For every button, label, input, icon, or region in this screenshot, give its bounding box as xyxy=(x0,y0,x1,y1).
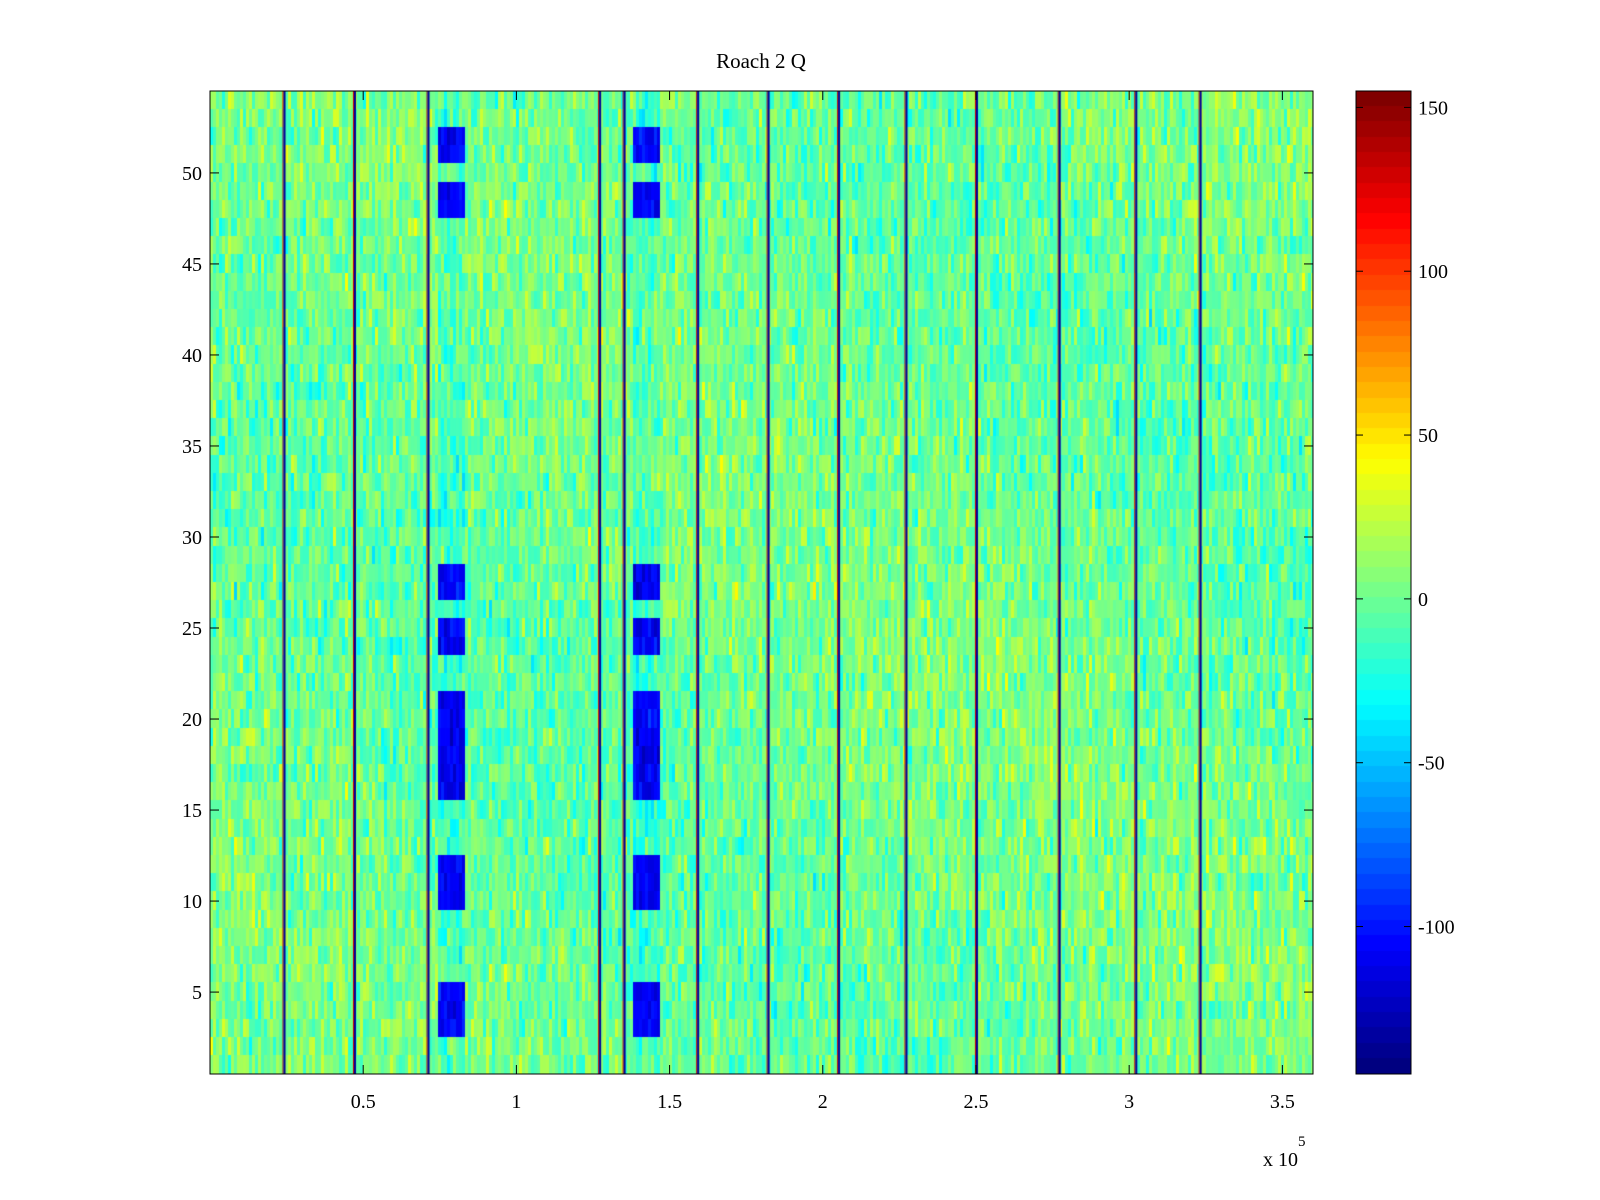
x-exponent-base: x 10 xyxy=(1263,1149,1298,1171)
x-tick-label: 1 xyxy=(511,1091,521,1113)
y-tick-label: 30 xyxy=(182,527,202,549)
x-axis-ticks: 0.5 1 1.5 2 2.5 3 3.5 xyxy=(351,91,1295,1113)
x-tick-label: 2 xyxy=(818,1091,828,1113)
colorbar-tick-label: 150 xyxy=(1418,97,1448,119)
y-tick-label: 15 xyxy=(182,800,202,822)
y-tick-label: 35 xyxy=(182,436,202,458)
x-exponent-label: x 105 xyxy=(1263,1134,1306,1171)
colorbar-ticks: -100 -50 0 50 100 150 xyxy=(1356,97,1455,939)
plot-frame xyxy=(209,90,1314,1075)
heatmap-image xyxy=(210,91,1313,1074)
x-tick-label: 3 xyxy=(1124,1091,1134,1113)
colorbar-frame xyxy=(1355,90,1412,1075)
y-tick-label: 40 xyxy=(182,345,202,367)
x-exponent-power: 5 xyxy=(1298,1134,1306,1150)
x-tick-label: 3.5 xyxy=(1270,1091,1295,1113)
y-tick-label: 20 xyxy=(182,709,202,731)
colorbar-image xyxy=(1356,91,1411,1074)
y-tick-label: 10 xyxy=(182,891,202,913)
y-tick-label: 25 xyxy=(182,618,202,640)
y-axis-ticks: 5 10 15 20 25 30 35 40 45 50 xyxy=(182,163,1313,1004)
colorbar-tick-label: 100 xyxy=(1418,261,1448,283)
x-tick-label: 1.5 xyxy=(657,1091,682,1113)
x-tick-label: 2.5 xyxy=(963,1091,988,1113)
colorbar-tick-label: 50 xyxy=(1418,425,1438,447)
y-tick-label: 5 xyxy=(192,982,202,1004)
colorbar-tick-label: -50 xyxy=(1418,753,1445,775)
y-tick-label: 50 xyxy=(182,163,202,185)
y-tick-label: 45 xyxy=(182,254,202,276)
colorbar-tick-label: -100 xyxy=(1418,917,1455,939)
x-tick-label: 0.5 xyxy=(351,1091,376,1113)
chart-title: Roach 2 Q xyxy=(716,49,806,73)
colorbar-tick-label: 0 xyxy=(1418,589,1428,611)
